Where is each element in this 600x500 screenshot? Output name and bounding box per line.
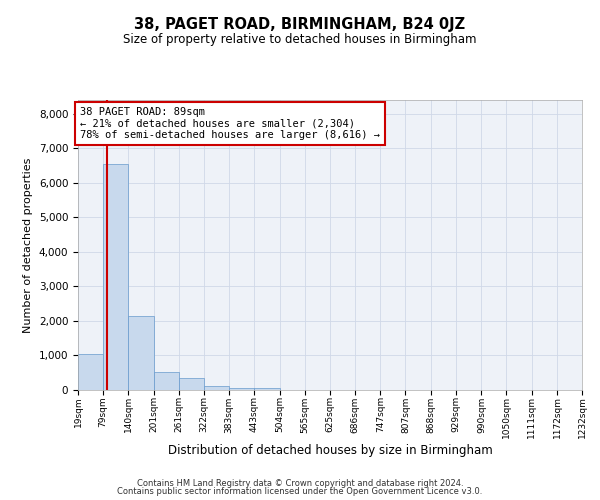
Text: 38, PAGET ROAD, BIRMINGHAM, B24 0JZ: 38, PAGET ROAD, BIRMINGHAM, B24 0JZ (134, 18, 466, 32)
Bar (254, 388, 280, 390)
Text: 38 PAGET ROAD: 89sqm
← 21% of detached houses are smaller (2,304)
78% of semi-de: 38 PAGET ROAD: 89sqm ← 21% of detached h… (80, 107, 380, 140)
Bar (78, 354, 103, 390)
Text: Contains public sector information licensed under the Open Government Licence v3: Contains public sector information licen… (118, 487, 482, 496)
Bar (179, 378, 204, 390)
Bar (103, 164, 128, 390)
Text: Size of property relative to detached houses in Birmingham: Size of property relative to detached ho… (123, 32, 477, 46)
X-axis label: Distribution of detached houses by size in Birmingham: Distribution of detached houses by size … (167, 444, 493, 457)
Bar (204, 386, 229, 390)
Bar (128, 316, 154, 390)
Text: Contains HM Land Registry data © Crown copyright and database right 2024.: Contains HM Land Registry data © Crown c… (137, 478, 463, 488)
Bar (154, 372, 179, 390)
Bar (229, 388, 254, 390)
Y-axis label: Number of detached properties: Number of detached properties (23, 158, 33, 332)
